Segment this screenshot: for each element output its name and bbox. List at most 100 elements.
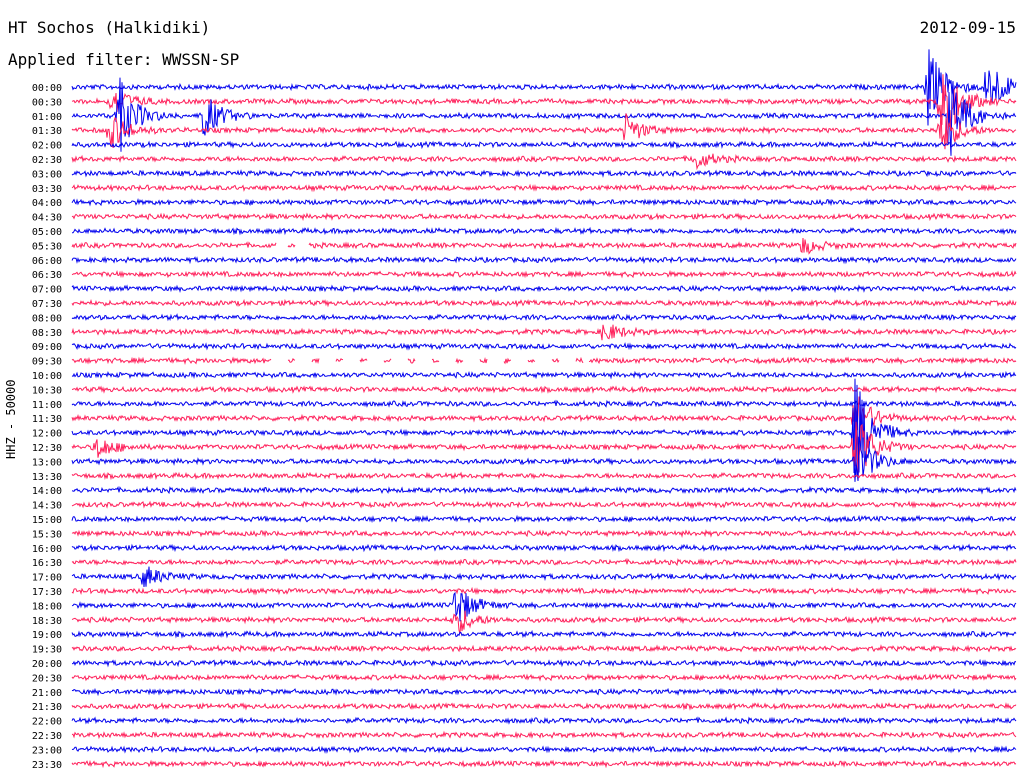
trace-group bbox=[71, 49, 1017, 769]
trace-row-1400 bbox=[71, 485, 1017, 495]
time-label-2000: 20:00 bbox=[32, 659, 62, 670]
filter-name: WWSSN-SP bbox=[162, 50, 240, 69]
time-label-1700: 17:00 bbox=[32, 573, 62, 584]
trace-row-1130 bbox=[71, 396, 1017, 431]
trace-row-1200 bbox=[71, 378, 1017, 478]
trace-row-0830 bbox=[71, 324, 1017, 341]
filter-prefix: Applied filter: bbox=[8, 50, 153, 69]
time-label-0800: 08:00 bbox=[32, 313, 62, 324]
time-label-0700: 07:00 bbox=[32, 285, 62, 296]
time-label-group: 00:00 00:30 01:00 01:30 02:00 02:30 03:00 03:30… bbox=[32, 83, 62, 771]
time-label-1730: 17:30 bbox=[32, 587, 62, 598]
trace-row-1600 bbox=[71, 543, 1017, 553]
time-label-1630: 16:30 bbox=[32, 558, 62, 569]
time-label-0730: 07:30 bbox=[32, 299, 62, 310]
trace-row-2030 bbox=[71, 673, 1017, 682]
time-label-1530: 15:30 bbox=[32, 529, 62, 540]
trace-row-0730 bbox=[71, 298, 1017, 308]
time-label-1830: 18:30 bbox=[32, 616, 62, 627]
time-label-2300: 23:00 bbox=[32, 745, 62, 756]
time-label-1500: 15:00 bbox=[32, 515, 62, 526]
date-label: 2012-09-15 bbox=[919, 18, 1016, 37]
y-axis-label: HHZ - 50000 bbox=[4, 379, 18, 459]
trace-row-2300 bbox=[71, 745, 1017, 754]
time-label-2100: 21:00 bbox=[32, 688, 62, 699]
trace-row-1900 bbox=[71, 629, 1017, 639]
time-label-1300: 13:00 bbox=[32, 457, 62, 468]
trace-row-0000 bbox=[71, 49, 1017, 126]
time-label-0300: 03:00 bbox=[32, 169, 62, 180]
trace-row-1730 bbox=[71, 586, 1017, 596]
time-label-0100: 01:00 bbox=[32, 112, 62, 123]
time-label-1200: 12:00 bbox=[32, 429, 62, 440]
trace-row-0630 bbox=[71, 269, 1017, 279]
trace-row-0130 bbox=[71, 104, 1017, 150]
trace-row-0200 bbox=[71, 140, 1017, 150]
trace-row-0930 bbox=[71, 356, 1017, 365]
trace-row-1700 bbox=[71, 566, 1017, 588]
trace-row-1100 bbox=[71, 399, 1017, 408]
time-label-0930: 09:30 bbox=[32, 357, 62, 368]
time-label-2130: 21:30 bbox=[32, 702, 62, 713]
trace-row-0900 bbox=[71, 342, 1017, 351]
time-label-1130: 11:30 bbox=[32, 414, 62, 425]
time-label-1930: 19:30 bbox=[32, 645, 62, 656]
trace-row-1530 bbox=[71, 529, 1017, 538]
time-label-0230: 02:30 bbox=[32, 155, 62, 166]
time-label-0630: 06:30 bbox=[32, 270, 62, 281]
trace-row-0030 bbox=[71, 74, 1017, 131]
time-label-0330: 03:30 bbox=[32, 184, 62, 195]
trace-row-0530 bbox=[71, 237, 1017, 255]
trace-row-0400 bbox=[71, 197, 1017, 207]
trace-row-0500 bbox=[72, 226, 1017, 236]
trace-row-0430 bbox=[71, 212, 1017, 222]
trace-row-2000 bbox=[71, 658, 1017, 668]
trace-row-1000 bbox=[71, 370, 1017, 380]
filter-label: Applied filter: WWSSN-SP bbox=[8, 50, 239, 69]
trace-row-2200 bbox=[71, 716, 1017, 725]
time-label-0200: 02:00 bbox=[32, 141, 62, 152]
trace-row-1430 bbox=[71, 500, 1017, 510]
time-label-0530: 05:30 bbox=[32, 241, 62, 252]
time-label-1600: 16:00 bbox=[32, 544, 62, 555]
time-label-1800: 18:00 bbox=[32, 601, 62, 612]
trace-row-0300 bbox=[71, 168, 1017, 178]
trace-row-1930 bbox=[71, 644, 1017, 653]
trace-row-2330 bbox=[71, 759, 1017, 769]
time-label-2030: 20:30 bbox=[32, 673, 62, 684]
trace-row-1800 bbox=[71, 591, 1017, 622]
trace-row-1300 bbox=[71, 436, 1017, 482]
time-label-0900: 09:00 bbox=[32, 342, 62, 353]
time-label-0430: 04:30 bbox=[32, 213, 62, 224]
trace-row-0100 bbox=[71, 77, 1017, 156]
trace-row-1030 bbox=[71, 385, 1017, 394]
time-label-0130: 01:30 bbox=[32, 126, 62, 137]
time-label-0830: 08:30 bbox=[32, 328, 62, 339]
trace-row-1330 bbox=[71, 471, 1017, 481]
trace-row-0330 bbox=[71, 183, 1017, 193]
time-label-2200: 22:00 bbox=[32, 717, 62, 728]
time-label-1100: 11:00 bbox=[32, 400, 62, 411]
time-label-0000: 00:00 bbox=[32, 83, 62, 94]
time-label-1000: 10:00 bbox=[32, 371, 62, 382]
time-label-2230: 22:30 bbox=[32, 731, 62, 742]
time-label-1030: 10:30 bbox=[32, 385, 62, 396]
trace-row-0700 bbox=[71, 284, 1016, 294]
station-title: HT Sochos (Halkidiki) bbox=[8, 18, 211, 37]
trace-row-2100 bbox=[71, 687, 1017, 697]
trace-row-0230 bbox=[71, 153, 1017, 171]
trace-row-2130 bbox=[71, 702, 1017, 711]
time-label-1430: 14:30 bbox=[32, 501, 62, 512]
time-label-1900: 19:00 bbox=[32, 630, 62, 641]
trace-row-2230 bbox=[71, 730, 1017, 740]
time-label-1230: 12:30 bbox=[32, 443, 62, 454]
time-label-2330: 23:30 bbox=[32, 760, 62, 771]
trace-row-1500 bbox=[71, 514, 1017, 524]
trace-row-0600 bbox=[71, 255, 1017, 265]
trace-row-1830 bbox=[71, 610, 1017, 634]
time-label-0400: 04:00 bbox=[32, 198, 62, 209]
time-label-1400: 14:00 bbox=[32, 486, 62, 497]
trace-row-1630 bbox=[71, 557, 1017, 567]
time-label-0500: 05:00 bbox=[32, 227, 62, 238]
